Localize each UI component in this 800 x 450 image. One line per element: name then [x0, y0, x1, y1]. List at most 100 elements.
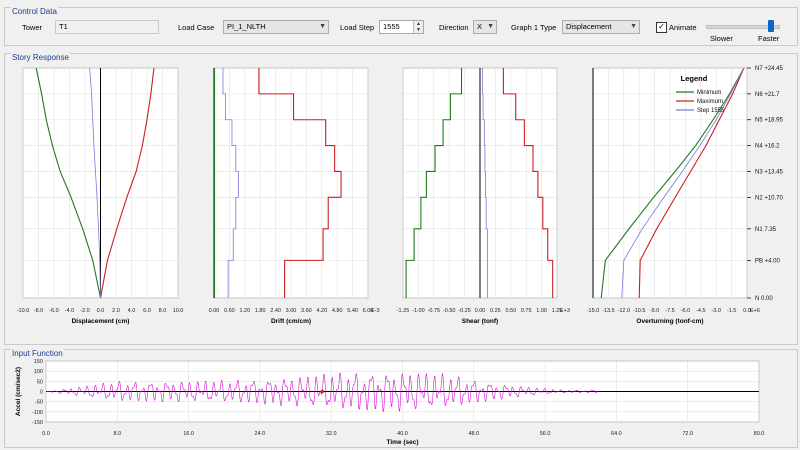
story-label: N6 +21.7 [755, 92, 780, 98]
story-label: N1 7.35 [755, 227, 777, 233]
x-tick-label: 8.0 [159, 308, 167, 314]
direction-select[interactable]: X ▼ [473, 20, 497, 34]
x-tick-label: -0.50 [443, 308, 456, 314]
step-line [222, 68, 239, 298]
x-tick-label: 1.25 [552, 308, 563, 314]
story-label: N5 +18.95 [755, 118, 784, 124]
step-line [89, 67, 101, 299]
legend-title: Legend [681, 74, 708, 83]
load-step-spinner[interactable]: ▲ ▼ [413, 21, 423, 33]
spin-up-icon[interactable]: ▲ [416, 21, 421, 27]
chevron-down-icon: ▼ [630, 23, 637, 30]
y-tick-label: 50 [37, 379, 43, 385]
x-tick-label: 64.0 [611, 431, 622, 437]
load-step-value: 1555 [383, 22, 400, 31]
story-label: N4 +16.2 [755, 144, 780, 150]
x-tick-label: 0.00 [209, 308, 220, 314]
load-step-label: Load Step [340, 23, 375, 32]
x-tick-label: 1.00 [536, 308, 547, 314]
load-step-input[interactable]: 1555 ▲ ▼ [379, 20, 424, 34]
x-tick-label: -1.5 [727, 308, 736, 314]
x-tick-label: 1.80 [255, 308, 266, 314]
x-tick-label: -3.0 [711, 308, 720, 314]
x-tick-label: 4.80 [332, 308, 343, 314]
x-axis-title: Time (sec) [386, 439, 418, 446]
x-tick-label: 10.0 [173, 308, 184, 314]
minimum-line [35, 67, 102, 299]
tower-field: T1 [55, 20, 159, 34]
legend: Legend Minimum Maximum Step 1555 [676, 74, 725, 114]
y-tick-label: 100 [34, 369, 43, 375]
x-tick-label: 5.40 [347, 308, 358, 314]
control-data-title: Control Data [11, 7, 58, 16]
x-unit-label: E+3 [560, 308, 570, 314]
x-tick-label: -0.75 [428, 308, 441, 314]
accel-plot: 0.0 8.0 16.0 24.0 32.0 40.0 48.0 56.0 64.0 72.0 80… [15, 359, 764, 446]
x-axis-title: Displacement (cm) [72, 318, 130, 325]
direction-value: X [477, 22, 483, 31]
direction-label: Direction [439, 23, 469, 32]
x-tick-label: 6.0 [143, 308, 151, 314]
chevron-down-icon: ▼ [487, 23, 494, 30]
x-tick-label: -10.0 [17, 308, 30, 314]
x-tick-label: 80.0 [754, 431, 765, 437]
story-plot-2: 0.00 0.60 1.20 1.80 2.40 3.00 3.60 4.20 4.80 5.40… [209, 67, 380, 325]
y-tick-label: -100 [32, 410, 43, 416]
x-axis-title: Shear (tonf) [462, 318, 498, 325]
y-tick-label: -150 [32, 420, 43, 426]
load-case-value: PI_1_NLTH [227, 22, 266, 31]
x-tick-label: -10.5 [633, 308, 646, 314]
speed-slider-thumb[interactable] [767, 20, 774, 32]
graph-type-select[interactable]: Displacement ▼ [562, 20, 640, 34]
x-axis-title: Drift (cm/cm) [271, 318, 311, 325]
speed-slider-track[interactable] [706, 25, 780, 29]
x-tick-label: -8.0 [34, 308, 43, 314]
y-tick-label: 150 [34, 359, 43, 365]
x-tick-label: 0.60 [224, 308, 235, 314]
x-tick-label: 16.0 [183, 431, 194, 437]
x-tick-label: -7.5 [665, 308, 674, 314]
x-tick-label: 0.75 [521, 308, 532, 314]
x-unit-label: E-3 [371, 308, 380, 314]
story-label: PB +4.00 [755, 258, 781, 264]
x-tick-label: 72.0 [682, 431, 693, 437]
story-charts: -10.0 -8.0 -6.0 -4.0 -2.0 0.0 2.0 4.0 6.0 8.0 10.0… [17, 66, 784, 325]
x-tick-label: 0.0 [42, 431, 50, 437]
faster-label: Faster [758, 34, 780, 43]
x-tick-label: 3.60 [301, 308, 312, 314]
x-tick-label: 0.0 [743, 308, 751, 314]
animate-checkbox[interactable]: ✓ [656, 22, 667, 33]
x-tick-label: 0.50 [505, 308, 516, 314]
x-tick-label: -9.0 [650, 308, 659, 314]
story-plot-1: -10.0 -8.0 -6.0 -4.0 -2.0 0.0 2.0 4.0 6.0 8.0 10.0… [17, 67, 184, 325]
spin-down-icon[interactable]: ▼ [416, 27, 421, 33]
story-response-title: Story Response [11, 53, 70, 62]
x-tick-label: 4.20 [316, 308, 327, 314]
x-tick-label: 48.0 [468, 431, 479, 437]
x-tick-label: -1.00 [412, 308, 425, 314]
x-tick-label: -6.0 [49, 308, 58, 314]
x-tick-label: -1.25 [397, 308, 410, 314]
load-case-select[interactable]: PI_1_NLTH ▼ [223, 20, 329, 34]
story-label: N 0.00 [755, 296, 773, 302]
x-tick-label: 6.00 [363, 308, 374, 314]
story-plot-3: -1.25 -1.00 -0.75 -0.50 -0.25 0.00 0.25 0.50 0.7… [397, 67, 570, 325]
x-tick-label: 2.40 [270, 308, 281, 314]
graph-type-value: Displacement [566, 22, 612, 31]
tower-label: Tower [22, 23, 43, 32]
minimum-line [405, 68, 463, 298]
x-tick-label: 2.0 [112, 308, 120, 314]
x-tick-label: 1.20 [239, 308, 250, 314]
legend-item: Minimum [697, 90, 721, 96]
x-unit-label: E+6 [750, 308, 760, 314]
maximum-line [258, 68, 342, 298]
animate-label[interactable]: Animate [669, 23, 697, 32]
x-tick-label: 0.00 [475, 308, 486, 314]
x-tick-label: -4.5 [696, 308, 705, 314]
story-label: N3 +13.45 [755, 169, 784, 175]
current-time-marker [320, 389, 325, 394]
x-tick-label: 24.0 [255, 431, 266, 437]
x-tick-label: -15.0 [587, 308, 600, 314]
slower-label: Slower [710, 34, 733, 43]
story-label: N2 +10.70 [755, 195, 784, 201]
